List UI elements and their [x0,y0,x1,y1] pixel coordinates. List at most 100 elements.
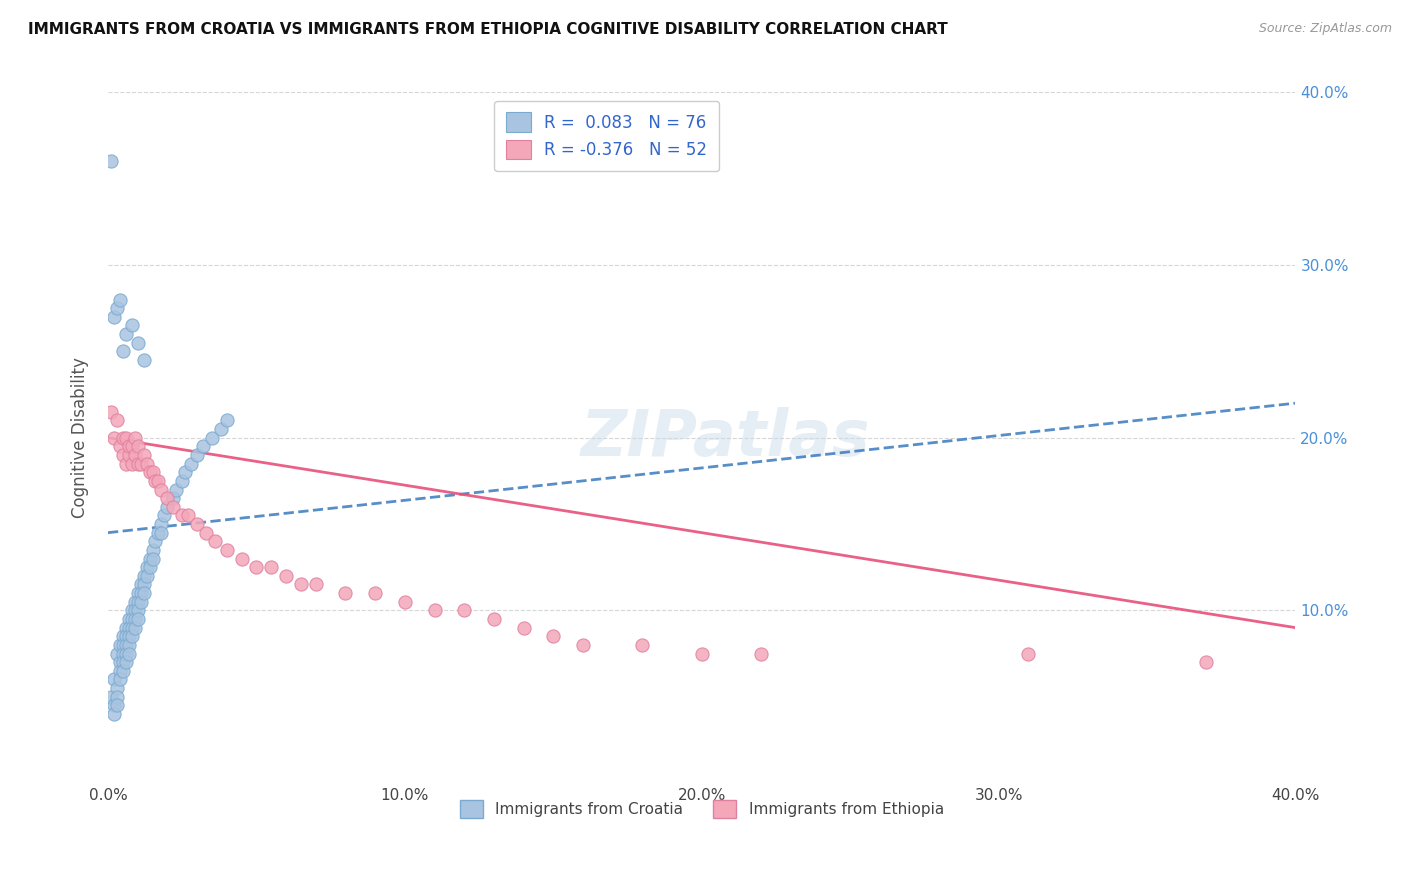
Point [108,638,131,652]
Point [127,595,149,609]
Point [105,301,128,316]
Point [141,465,163,479]
Point [138,465,160,479]
Point [118,629,141,643]
Point [141,543,163,558]
Point [335,586,357,600]
Point [124,612,146,626]
Point [572,638,595,652]
Point [100,154,122,169]
Point [138,551,160,566]
Point [129,595,152,609]
Point [1017,647,1039,661]
Point [114,629,136,643]
Point [121,318,143,333]
Point [543,629,565,643]
Point [177,508,200,523]
Point [103,310,125,324]
Text: ZIPatlas: ZIPatlas [581,407,870,468]
Point [124,595,146,609]
Point [127,603,149,617]
Point [150,483,173,497]
Point [114,638,136,652]
Point [180,457,202,471]
Point [132,353,155,368]
Point [105,690,128,704]
Point [148,474,170,488]
Point [172,508,194,523]
Point [111,655,134,669]
Point [118,621,141,635]
Y-axis label: Cognitive Disability: Cognitive Disability [72,358,89,518]
Point [118,638,141,652]
Point [153,508,176,523]
Point [124,621,146,635]
Point [108,673,131,687]
Point [105,681,128,695]
Point [215,413,238,427]
Point [118,448,141,462]
Point [749,647,772,661]
Point [162,500,184,514]
Point [209,422,232,436]
Point [132,586,155,600]
Point [111,431,134,445]
Point [127,612,149,626]
Point [135,560,157,574]
Point [111,344,134,359]
Point [108,655,131,669]
Point [108,293,131,307]
Point [172,474,194,488]
Point [108,664,131,678]
Point [132,569,155,583]
Point [194,525,217,540]
Point [305,577,328,591]
Point [114,457,136,471]
Point [103,698,125,713]
Point [138,560,160,574]
Point [127,335,149,350]
Point [124,603,146,617]
Point [124,431,146,445]
Point [215,543,238,558]
Point [156,491,179,505]
Point [111,647,134,661]
Point [111,629,134,643]
Point [118,439,141,453]
Point [290,577,312,591]
Point [121,612,143,626]
Point [231,551,253,566]
Point [118,612,141,626]
Point [453,603,475,617]
Point [274,569,297,583]
Point [127,586,149,600]
Point [118,647,141,661]
Point [121,629,143,643]
Point [103,431,125,445]
Point [105,698,128,713]
Point [105,647,128,661]
Point [114,621,136,635]
Point [150,525,173,540]
Point [132,448,155,462]
Legend: Immigrants from Croatia, Immigrants from Ethiopia: Immigrants from Croatia, Immigrants from… [454,794,950,823]
Point [135,457,157,471]
Point [129,577,152,591]
Point [150,516,173,531]
Point [132,577,155,591]
Point [165,483,187,497]
Point [156,500,179,514]
Point [121,439,143,453]
Point [186,448,208,462]
Point [260,560,283,574]
Point [114,655,136,669]
Text: IMMIGRANTS FROM CROATIA VS IMMIGRANTS FROM ETHIOPIA COGNITIVE DISABILITY CORRELA: IMMIGRANTS FROM CROATIA VS IMMIGRANTS FR… [28,22,948,37]
Point [174,465,197,479]
Point [512,621,534,635]
Point [201,431,224,445]
Point [135,569,157,583]
Point [204,534,226,549]
Point [111,638,134,652]
Point [245,560,267,574]
Point [145,474,167,488]
